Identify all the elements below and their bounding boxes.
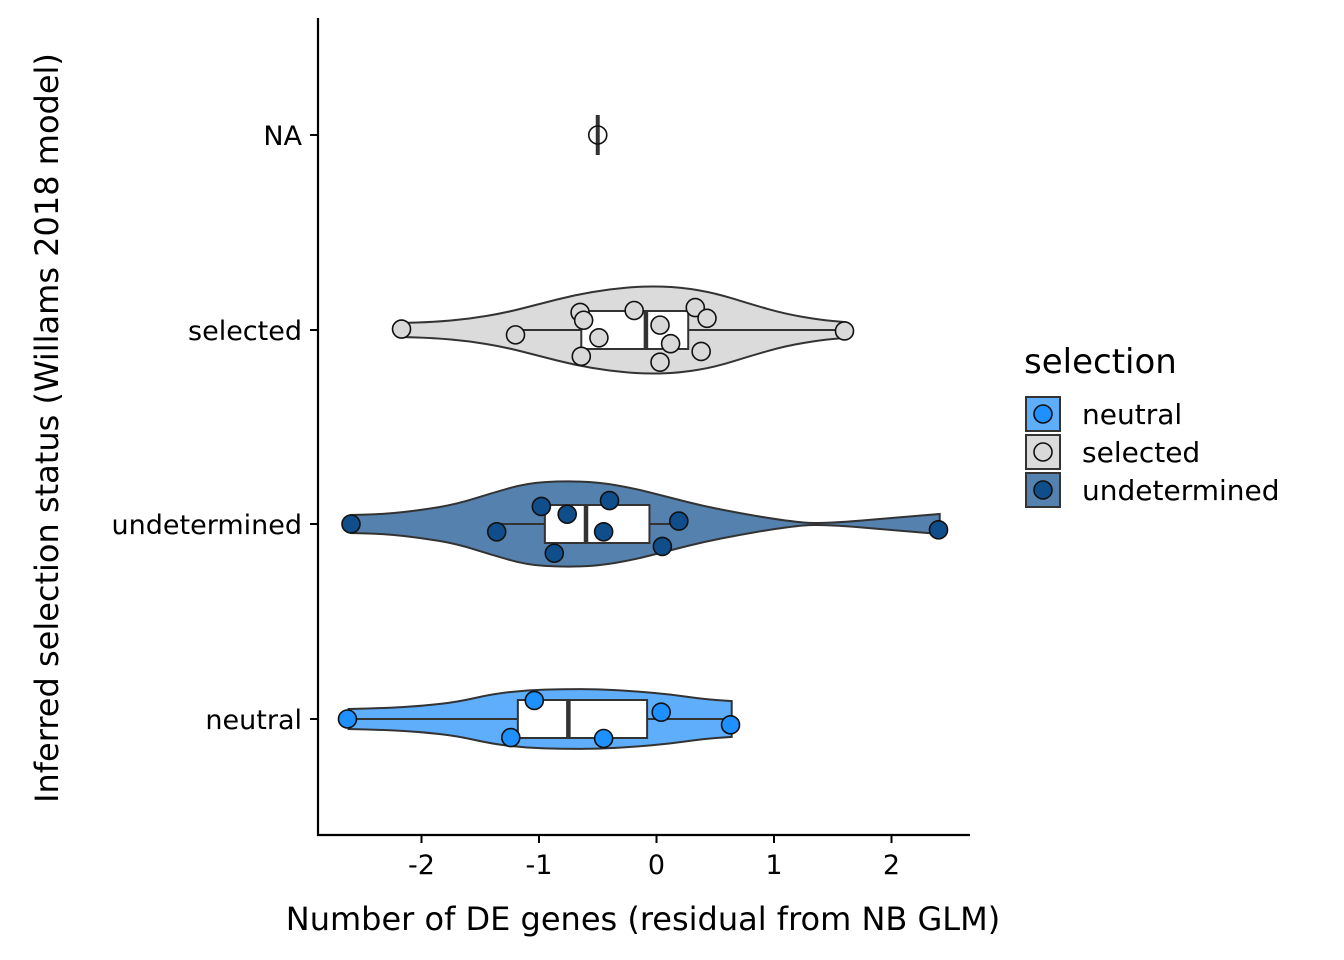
legend-label-undetermined: undetermined xyxy=(1082,474,1280,507)
legend: selection neutral selected undetermined xyxy=(1024,342,1280,508)
series-neutral xyxy=(337,688,741,750)
point-undetermined-6 xyxy=(593,521,614,542)
point-undetermined-3 xyxy=(599,490,620,511)
point-neutral-2 xyxy=(651,702,672,722)
point-selected-10 xyxy=(691,341,711,362)
point-selected-1 xyxy=(505,325,526,345)
point-undetermined-7 xyxy=(652,536,673,557)
series-NA xyxy=(587,115,608,155)
point-undetermined-8 xyxy=(544,543,565,564)
y-tick-label-undetermined: undetermined xyxy=(112,510,302,541)
point-selected-3 xyxy=(573,310,594,331)
point-selected-9 xyxy=(660,333,681,354)
point-NA-0 xyxy=(587,125,608,145)
x-tick-label-1: -1 xyxy=(526,850,553,881)
point-undetermined-9 xyxy=(928,520,949,540)
series-undetermined xyxy=(341,480,949,568)
point-selected-0 xyxy=(391,319,412,339)
legend-title: selection xyxy=(1024,342,1177,382)
legend-point-neutral xyxy=(1033,404,1053,424)
x-tick-label-4: 2 xyxy=(883,850,900,881)
x-tick-label-3: 1 xyxy=(765,850,782,881)
x-tick-label-0: -2 xyxy=(408,850,435,881)
legend-point-undetermined xyxy=(1033,480,1053,500)
legend-label-neutral: neutral xyxy=(1082,398,1182,431)
legend-item-neutral: neutral xyxy=(1025,396,1182,432)
legend-item-selected: selected xyxy=(1025,434,1200,470)
y-axis-ticks: neutral undetermined selected NA xyxy=(112,121,318,736)
point-undetermined-5 xyxy=(486,521,507,542)
y-tick-label-neutral: neutral xyxy=(205,705,302,736)
point-selected-5 xyxy=(650,315,670,335)
axes: -2 -1 0 1 2 neutral undetermined selected NA Nu… xyxy=(28,18,1000,938)
point-selected-4 xyxy=(624,300,644,321)
x-axis-title: Number of DE genes (residual from NB GLM… xyxy=(286,900,1000,938)
point-neutral-5 xyxy=(593,728,614,749)
point-selected-7 xyxy=(697,308,717,329)
point-selected-13 xyxy=(834,321,855,341)
x-axis-ticks: -2 -1 0 1 2 xyxy=(408,835,900,881)
plot-area xyxy=(337,115,949,750)
legend-label-selected: selected xyxy=(1082,436,1200,469)
point-undetermined-1 xyxy=(531,496,552,517)
y-tick-label-selected: selected xyxy=(188,316,302,347)
point-undetermined-0 xyxy=(341,514,361,534)
point-selected-12 xyxy=(650,352,670,372)
point-neutral-3 xyxy=(720,715,741,735)
y-tick-label-NA: NA xyxy=(263,121,302,152)
point-neutral-4 xyxy=(500,727,521,748)
point-undetermined-4 xyxy=(669,511,689,531)
point-selected-11 xyxy=(571,346,592,367)
y-axis-title: Inferred selection status (Willams 2018 … xyxy=(28,53,66,803)
point-undetermined-2 xyxy=(557,504,578,525)
point-neutral-0 xyxy=(337,709,358,729)
legend-point-selected xyxy=(1033,442,1053,462)
x-tick-label-2: 0 xyxy=(648,850,665,881)
series-selected xyxy=(391,285,855,375)
legend-item-undetermined: undetermined xyxy=(1025,472,1280,508)
point-selected-8 xyxy=(589,327,609,348)
point-neutral-1 xyxy=(524,690,545,711)
